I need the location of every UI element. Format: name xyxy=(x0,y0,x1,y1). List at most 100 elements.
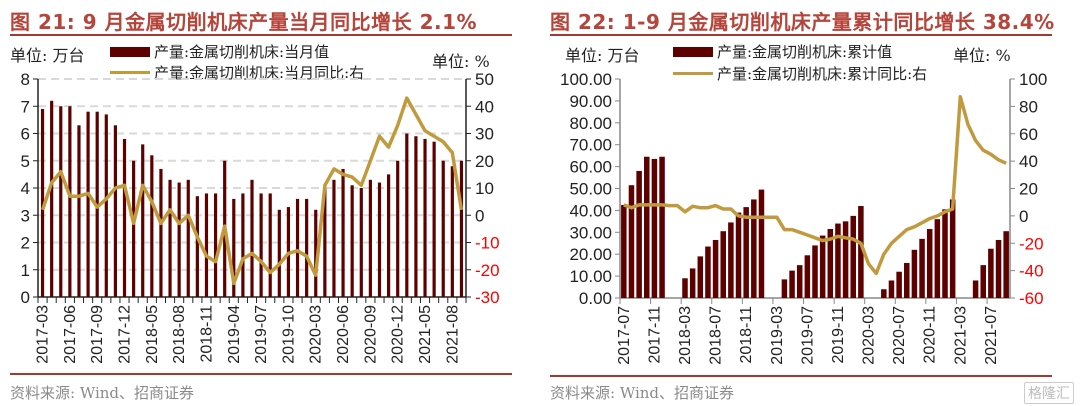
bar xyxy=(150,155,154,297)
right-tick-label: 80 xyxy=(1019,97,1038,116)
bar xyxy=(387,174,391,297)
legend-item-line: 产量:金属切削机床:累计同比:右 xyxy=(673,63,927,84)
bar xyxy=(441,160,445,297)
legend-swatch-bar xyxy=(673,46,713,57)
bar xyxy=(651,158,658,298)
bar xyxy=(341,168,345,297)
x-tick-label: 2017-07 xyxy=(616,306,633,365)
bar xyxy=(232,198,236,297)
x-tick-label: 2018-11 xyxy=(198,305,215,363)
legend-swatch-line xyxy=(673,72,713,75)
bar xyxy=(881,289,887,298)
legend-item-line: 产量:金属切削机床:当月同比:右 xyxy=(110,62,364,83)
legend-label: 产量:金属切削机床:当月值 xyxy=(154,43,330,61)
x-tick-label: 2021-07 xyxy=(983,306,1000,365)
bar xyxy=(835,223,841,298)
right-tick-label: -30 xyxy=(475,288,500,307)
bar xyxy=(168,179,172,297)
x-tick-label: 2021-03 xyxy=(952,306,969,365)
title-rule xyxy=(550,34,1052,36)
bar xyxy=(213,193,218,297)
bar xyxy=(988,248,994,298)
left-tick-label: 40.00 xyxy=(569,201,612,220)
right-tick-label: -20 xyxy=(1019,234,1044,253)
source-note: 资料来源: Wind、招商证券 xyxy=(10,384,195,402)
bar xyxy=(332,179,336,297)
source-rule xyxy=(550,375,1052,377)
bar xyxy=(682,278,688,298)
x-tick-label: 2021-08 xyxy=(444,305,461,364)
bar xyxy=(377,182,382,297)
right-tick-label: 20 xyxy=(475,152,494,171)
left-tick-label: 10.00 xyxy=(569,267,612,286)
bar xyxy=(40,108,45,297)
yoy-line xyxy=(623,95,1007,276)
source-note: 资料来源: Wind、招商证券 xyxy=(550,384,735,402)
x-tick-label: 2018-08 xyxy=(171,305,188,364)
legend-swatch-bar xyxy=(110,46,150,57)
bar xyxy=(728,222,734,298)
bar xyxy=(396,160,400,297)
bar xyxy=(323,185,327,297)
x-tick-label: 2019-11 xyxy=(830,306,847,364)
left-tick-label: 5 xyxy=(21,152,30,171)
legend-label: 产量:金属切削机床:当月同比:右 xyxy=(154,64,365,82)
x-tick-label: 2019-10 xyxy=(280,305,297,364)
x-tick-label: 2019-07 xyxy=(253,305,270,364)
chart-svg-monthly: 0 1 2 3 4 5 6 7 8 -30 -20 -10 0 10 20 30 40 50 2017-03 2017… xyxy=(21,70,500,364)
chart-panel-cumulative: 图 22: 1-9 月金属切削机床产量累计同比增长 38.4% 单位: 万台 单… xyxy=(540,0,1080,406)
right-tick-label: 50 xyxy=(475,70,494,89)
bar xyxy=(735,212,742,298)
x-tick-label: 2017-06 xyxy=(62,305,79,364)
right-unit-label: 单位: % xyxy=(432,52,490,71)
bar xyxy=(712,239,719,298)
x-tick-label: 2018-11 xyxy=(738,306,755,364)
bar xyxy=(659,156,665,298)
right-tick-label: 0 xyxy=(475,206,484,225)
x-tick-label: 2019-04 xyxy=(226,305,243,364)
x-tick-label: 2017-12 xyxy=(117,305,134,364)
bar xyxy=(896,271,902,298)
x-tick-label: 2020-09 xyxy=(362,305,379,364)
left-unit-label: 单位: 万台 xyxy=(565,46,640,65)
right-tick-label: 40 xyxy=(1019,152,1038,171)
bar xyxy=(621,204,627,298)
x-tick-label: 2018-03 xyxy=(677,306,694,365)
bar xyxy=(59,106,63,297)
left-tick-label: 6 xyxy=(21,125,30,144)
bar xyxy=(781,279,788,298)
chart-svg-cumulative: 0.00 10.00 20.00 30.00 40.00 50.00 60.00 70.00 8… xyxy=(560,70,1047,365)
bar xyxy=(751,199,757,298)
bar xyxy=(705,246,711,298)
bar xyxy=(842,221,849,298)
left-tick-label: 50.00 xyxy=(569,180,612,199)
x-tick-label: 2021-05 xyxy=(417,305,434,364)
bar xyxy=(314,209,318,297)
bar xyxy=(758,189,765,298)
bar xyxy=(177,182,181,297)
legend-item-bar: 产量:金属切削机床:累计值 xyxy=(673,41,892,62)
bar xyxy=(450,166,454,297)
left-tick-label: 70.00 xyxy=(569,136,612,155)
bar xyxy=(77,125,81,297)
right-tick-label: 0 xyxy=(1019,207,1028,226)
x-tick-label: 2020-06 xyxy=(335,305,352,364)
bar xyxy=(995,239,1002,298)
bar xyxy=(122,138,127,297)
x-tick-label: 2018-05 xyxy=(144,305,161,364)
bar xyxy=(858,206,864,298)
left-tick-label: 7 xyxy=(21,97,30,116)
chart-title: 图 22: 1-9 月金属切削机床产量累计同比增长 38.4% xyxy=(550,10,1055,34)
left-tick-label: 0 xyxy=(21,288,30,307)
bar xyxy=(904,262,910,298)
bar xyxy=(636,170,642,298)
bar xyxy=(911,249,918,298)
bar xyxy=(1003,231,1009,298)
bar xyxy=(350,185,354,297)
x-tick-label: 2019-07 xyxy=(799,306,816,365)
bar xyxy=(132,160,136,297)
x-tick-label: 2019-03 xyxy=(769,306,786,365)
right-unit-label: 单位: % xyxy=(953,46,1011,65)
bar xyxy=(277,209,281,297)
left-tick-label: 90.00 xyxy=(569,92,612,111)
